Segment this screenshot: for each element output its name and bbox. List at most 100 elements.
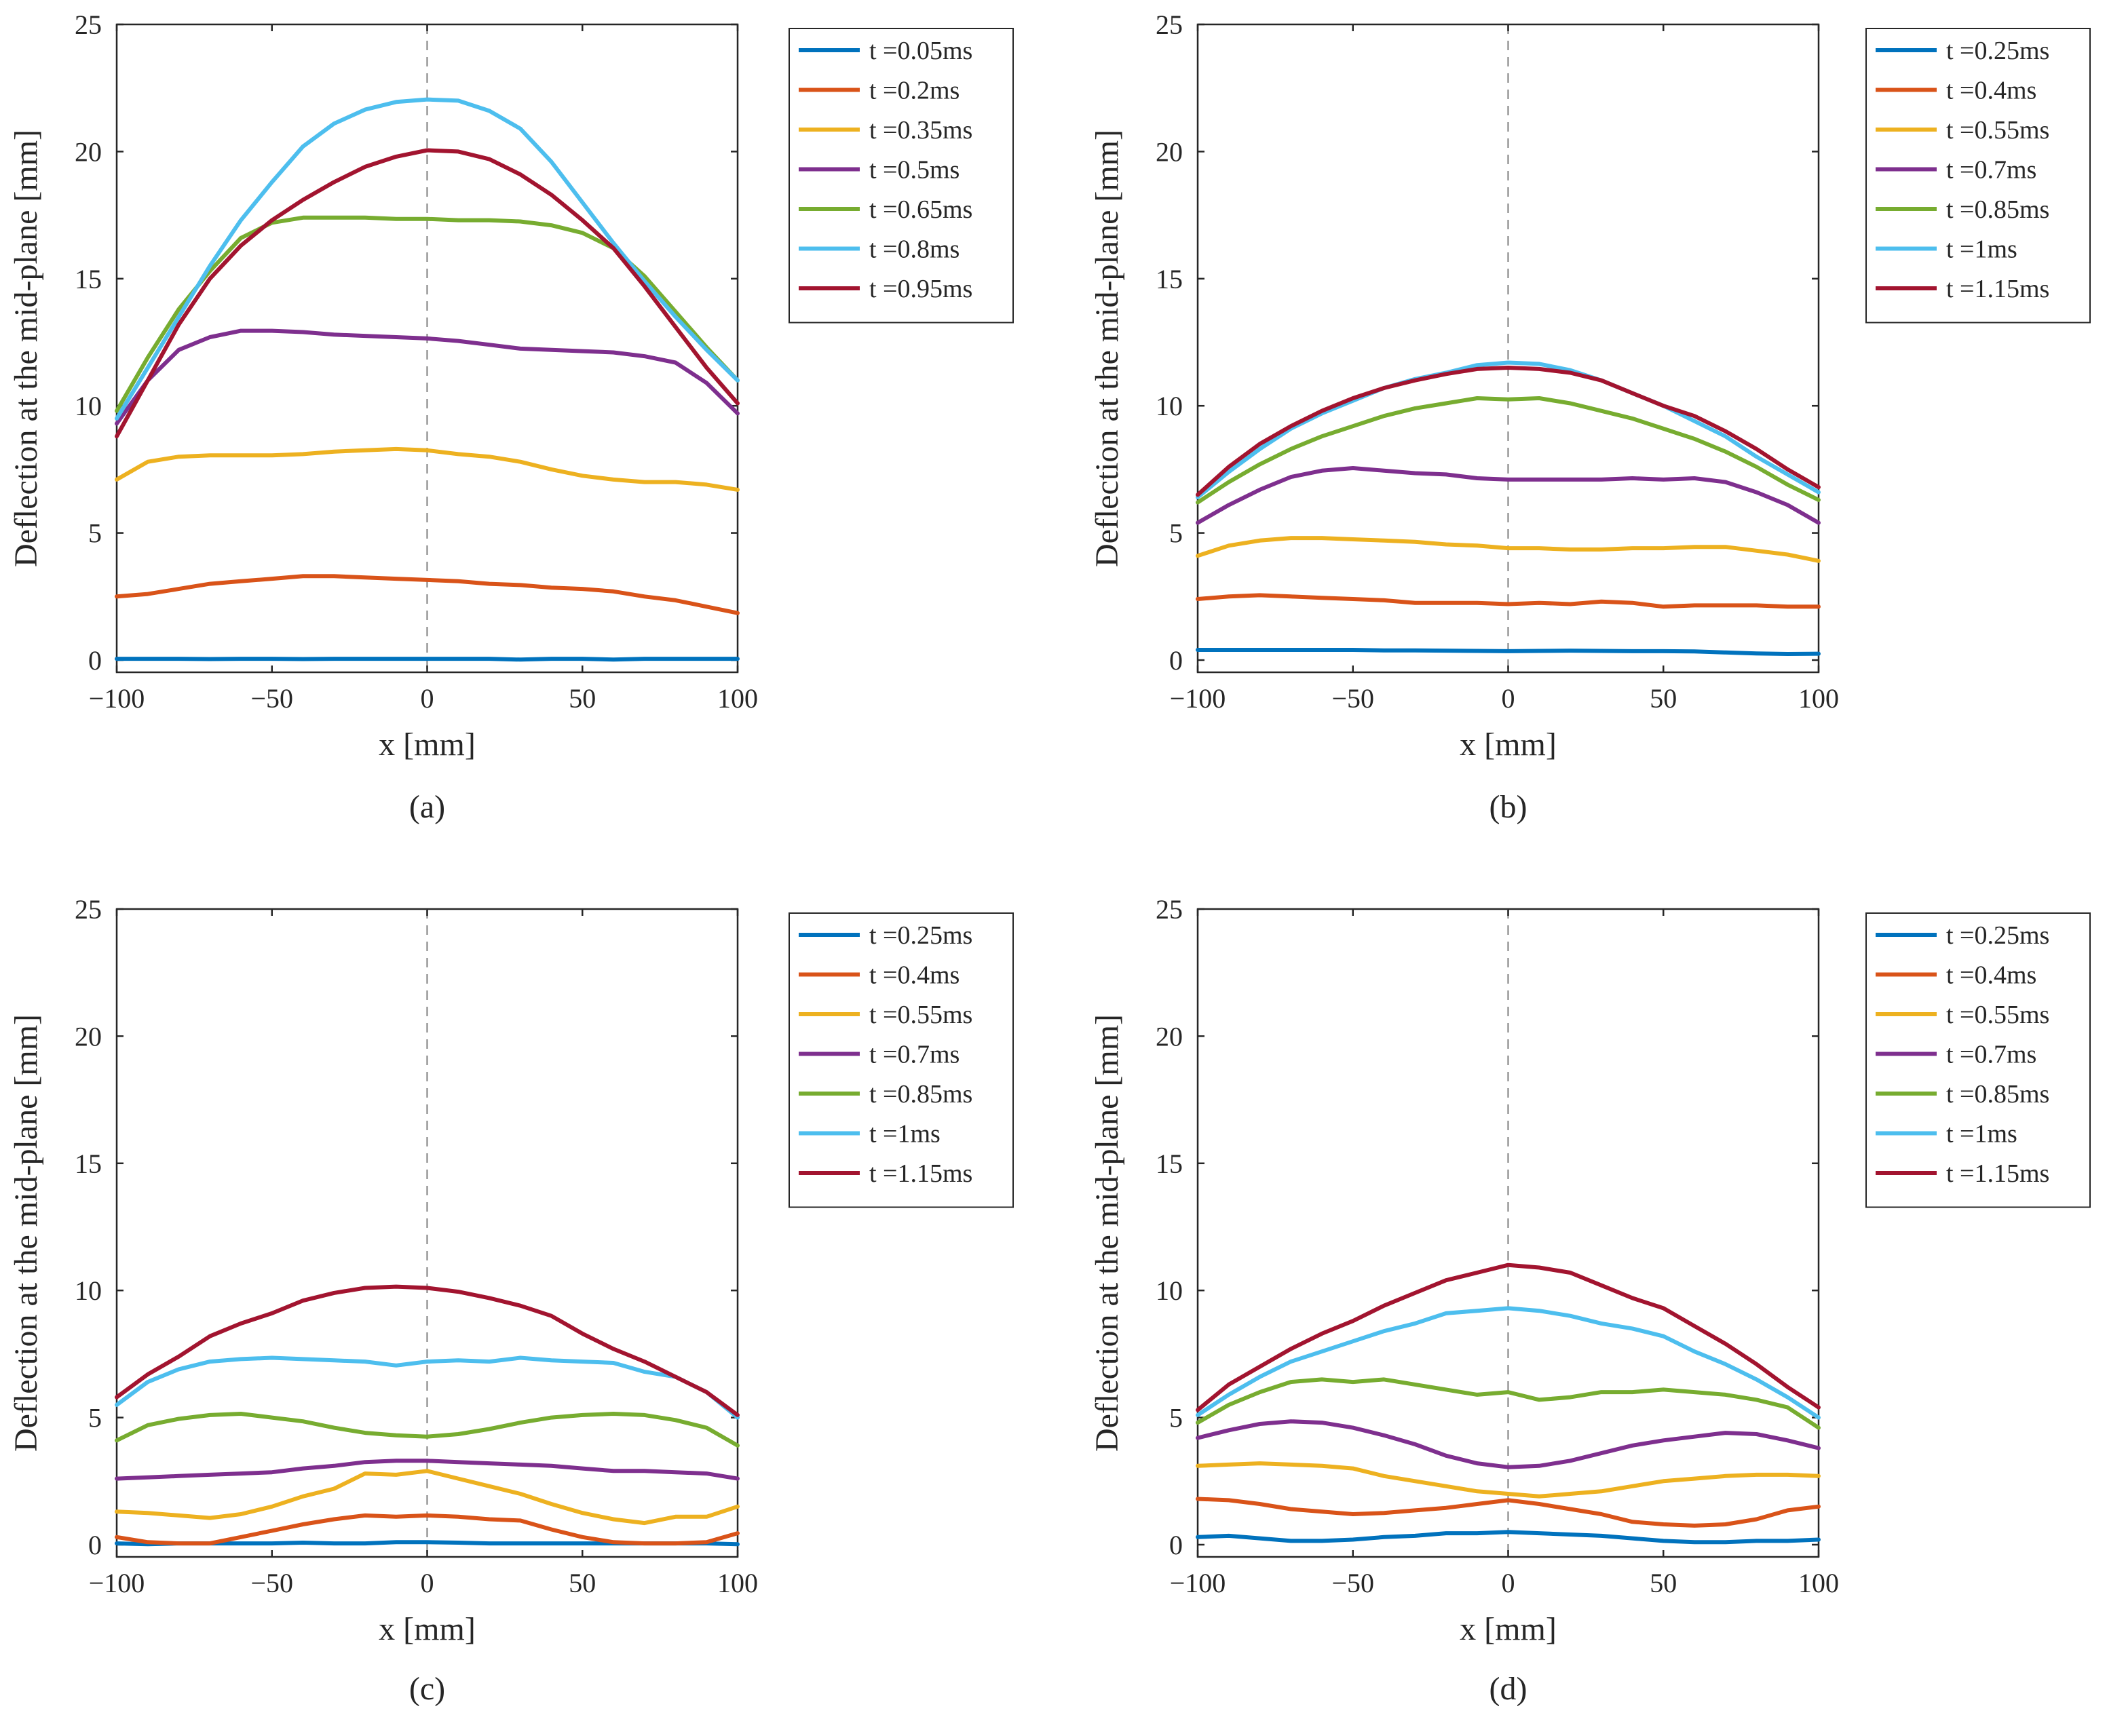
legend-entry: t =0.05ms bbox=[869, 37, 972, 65]
x-tick-label: 0 bbox=[1502, 683, 1515, 714]
y-tick-label: 25 bbox=[1156, 894, 1183, 925]
y-tick-label: 25 bbox=[75, 894, 102, 925]
legend-entry: t =0.7ms bbox=[1946, 156, 2036, 185]
series-line-5 bbox=[1196, 1377, 1821, 1430]
legend-entry: t =1.15ms bbox=[869, 1159, 972, 1188]
x-axis-label: x [mm] bbox=[379, 727, 476, 763]
y-tick-label: 10 bbox=[1156, 391, 1183, 421]
x-tick-label: 50 bbox=[569, 1568, 596, 1598]
y-tick-label: 5 bbox=[88, 1403, 102, 1433]
legend-entry: t =0.55ms bbox=[869, 1001, 972, 1029]
legend-box bbox=[789, 28, 1014, 324]
legend-entry: t =1ms bbox=[1946, 235, 2017, 264]
y-tick-label: 5 bbox=[1169, 1403, 1183, 1433]
legend-entry: t =0.8ms bbox=[869, 235, 960, 264]
legend-entry: t =0.4ms bbox=[869, 961, 960, 990]
x-tick-label: 100 bbox=[1798, 683, 1839, 714]
plot-area bbox=[115, 23, 739, 674]
y-tick-label: 20 bbox=[1156, 1021, 1183, 1052]
x-axis-label: x [mm] bbox=[1460, 727, 1557, 763]
legend-entry: t =1ms bbox=[869, 1120, 941, 1149]
legend-entry: t =0.85ms bbox=[1946, 195, 2049, 224]
y-tick-label: 5 bbox=[88, 518, 102, 549]
legend-entry: t =0.7ms bbox=[1946, 1041, 2036, 1069]
series-line-6 bbox=[1196, 1306, 1821, 1420]
legend-entry: t =0.2ms bbox=[869, 77, 960, 105]
legend-entry: t =1.15ms bbox=[1946, 1159, 2049, 1188]
y-tick-label: 10 bbox=[75, 391, 102, 421]
legend-entry: t =1ms bbox=[1946, 1120, 2017, 1149]
legend-entry: t =0.25ms bbox=[1946, 921, 2049, 950]
y-axis-label: Deflection at the mid-plane [mm] bbox=[1089, 1014, 1125, 1452]
legend-entry: t =0.55ms bbox=[1946, 1001, 2049, 1029]
legend-entry: t =0.4ms bbox=[1946, 77, 2036, 105]
y-axis-label: Deflection at the mid-plane [mm] bbox=[1089, 130, 1125, 567]
series-line-5 bbox=[115, 1412, 740, 1448]
y-axis-label: Deflection at the mid-plane [mm] bbox=[8, 130, 44, 567]
series-line-7 bbox=[1196, 1262, 1821, 1412]
y-tick-label: 15 bbox=[1156, 264, 1183, 294]
x-tick-label: 100 bbox=[717, 683, 758, 714]
series-line-6 bbox=[115, 97, 740, 421]
y-tick-label: 5 bbox=[1169, 518, 1183, 549]
series-line-6 bbox=[1196, 360, 1821, 500]
x-axis-label: x [mm] bbox=[379, 1611, 476, 1647]
y-tick-label: 0 bbox=[88, 1530, 102, 1560]
legend-box bbox=[1865, 912, 2091, 1208]
legend-entry: t =0.25ms bbox=[869, 921, 972, 950]
x-tick-label: −100 bbox=[1170, 683, 1226, 714]
y-tick-label: 15 bbox=[75, 264, 102, 294]
x-tick-label: 100 bbox=[1798, 1568, 1839, 1598]
chart-panel-a: −100 −50 0 50 100 0 5 10 15 20 25 x [mm] Deflection … bbox=[8, 9, 1014, 825]
series-line-2 bbox=[1196, 593, 1821, 609]
legend-box bbox=[1865, 28, 2091, 324]
chart-panel-b: −100 −50 0 50 100 0 5 10 15 20 25 x [mm] Deflection … bbox=[1089, 9, 2091, 825]
y-tick-label: 0 bbox=[1169, 645, 1183, 676]
series-line-7 bbox=[1196, 366, 1821, 497]
legend-box bbox=[789, 912, 1014, 1208]
legend-entry: t =0.95ms bbox=[869, 275, 972, 303]
x-tick-label: 0 bbox=[1502, 1568, 1515, 1598]
x-tick-label: −50 bbox=[250, 1568, 293, 1598]
x-tick-label: 100 bbox=[717, 1568, 758, 1598]
series-line-7 bbox=[115, 1284, 740, 1417]
series-line-2 bbox=[115, 1513, 740, 1546]
y-tick-label: 20 bbox=[75, 136, 102, 167]
x-tick-label: 0 bbox=[421, 1568, 434, 1598]
x-tick-label: −100 bbox=[89, 683, 145, 714]
chart-panel-c: −100 −50 0 50 100 0 5 10 15 20 25 x [mm] Deflection … bbox=[8, 894, 1014, 1707]
series-line-6 bbox=[115, 1355, 740, 1420]
series-line-4 bbox=[1196, 466, 1821, 525]
panel-label: (c) bbox=[409, 1671, 445, 1707]
y-tick-label: 0 bbox=[88, 645, 102, 676]
plot-area bbox=[1196, 908, 1820, 1558]
y-tick-label: 20 bbox=[75, 1021, 102, 1052]
series-line-5 bbox=[1196, 396, 1821, 505]
series-line-7 bbox=[115, 148, 740, 439]
series-line-3 bbox=[115, 446, 740, 492]
x-tick-label: 0 bbox=[421, 683, 434, 714]
series-line-3 bbox=[1196, 1461, 1821, 1499]
series-line-1 bbox=[1196, 1530, 1821, 1545]
x-tick-label: −50 bbox=[1331, 683, 1374, 714]
legend-entry: t =0.65ms bbox=[869, 195, 972, 224]
legend-entry: t =1.15ms bbox=[1946, 275, 2049, 303]
y-tick-label: 10 bbox=[1156, 1275, 1183, 1306]
legend-entry: t =0.35ms bbox=[869, 116, 972, 144]
y-tick-label: 25 bbox=[75, 9, 102, 40]
series-line-4 bbox=[115, 328, 740, 426]
series-line-4 bbox=[115, 1459, 740, 1481]
x-tick-label: −100 bbox=[1170, 1568, 1226, 1598]
x-tick-label: −100 bbox=[89, 1568, 145, 1598]
y-axis-label: Deflection at the mid-plane [mm] bbox=[8, 1014, 44, 1452]
y-tick-label: 15 bbox=[75, 1149, 102, 1179]
x-tick-label: 50 bbox=[1650, 1568, 1677, 1598]
x-axis-label: x [mm] bbox=[1460, 1611, 1557, 1647]
series-line-3 bbox=[115, 1469, 740, 1526]
x-tick-label: 50 bbox=[1650, 683, 1677, 714]
y-tick-label: 10 bbox=[75, 1275, 102, 1306]
series-line-2 bbox=[1196, 1497, 1821, 1528]
series-line-4 bbox=[1196, 1419, 1821, 1469]
x-tick-label: −50 bbox=[1331, 1568, 1374, 1598]
